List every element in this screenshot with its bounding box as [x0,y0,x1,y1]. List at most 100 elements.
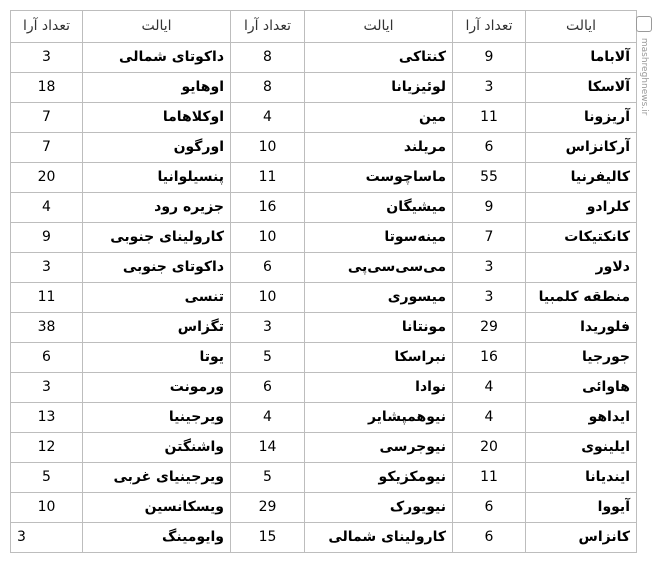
vote-count: 9 [452,42,526,73]
vote-count: 20 [10,162,83,193]
vote-count: 10 [230,222,305,253]
vote-count: 8 [230,42,305,73]
header-row: ایالت تعداد آرا ایالت تعداد آرا ایالت تع… [10,10,637,43]
state-name: کنتاکی [304,42,453,73]
state-name: یوتا [82,342,231,373]
vote-count: 6 [230,252,305,283]
vote-count: 7 [452,222,526,253]
state-name: ویرجینیای غربی [82,462,231,493]
vote-count: 3 [230,312,305,343]
state-name: جزیره رود [82,192,231,223]
state-name: تنسی [82,282,231,313]
table-row: هاوائی 4 نوادا 6 ورمونت 3 [10,372,637,403]
state-name: نبراسکا [304,342,453,373]
table-row: آریزونا 11 مین 4 اوکلاهاما 7 [10,102,637,133]
table-row: آلاباما 9 کنتاکی 8 داکوتای شمالی 3 [10,42,637,73]
vote-count: 13 [10,402,83,433]
state-name: اوهایو [82,72,231,103]
vote-count: 29 [230,492,305,523]
vote-count: 6 [230,372,305,403]
vote-count: 3 [10,42,83,73]
vote-count: 9 [452,192,526,223]
vote-count: 6 [10,342,83,373]
header-state-2: ایالت [304,10,453,43]
vote-count: 10 [230,282,305,313]
state-name: آلاباما [525,42,637,73]
state-name: نیویورک [304,492,453,523]
vote-count: 11 [230,162,305,193]
state-name: نیوجرسی [304,432,453,463]
state-name: کارولینای جنوبی [82,222,231,253]
table-row: کلرادو 9 میشیگان 16 جزیره رود 4 [10,192,637,223]
state-name: لوئیزیانا [304,72,453,103]
table-row: ایلینوی 20 نیوجرسی 14 واشنگتن 12 [10,432,637,463]
vote-count: 55 [452,162,526,193]
state-name: ماساچوست [304,162,453,193]
vote-count: 11 [452,102,526,133]
state-name: ایندیانا [525,462,637,493]
table-row: کانکتیکات 7 مینه‌سوتا 10 کارولینای جنوبی 9 [10,222,637,253]
vote-count: 4 [10,192,83,223]
state-name: میشیگان [304,192,453,223]
state-name: اوکلاهاما [82,102,231,133]
state-name: میسوری [304,282,453,313]
state-name: جورجیا [525,342,637,373]
state-name: ایلینوی [525,432,637,463]
vote-count: 11 [10,282,83,313]
state-name: تگزاس [82,312,231,343]
state-name: وایومینگ [82,522,231,553]
vote-count: 7 [10,132,83,163]
electoral-votes-table: ایالت تعداد آرا ایالت تعداد آرا ایالت تع… [10,10,637,553]
state-name: مونتانا [304,312,453,343]
watermark-text: mashreghnews.ir [639,38,649,116]
state-name: نیوهمپشایر [304,402,453,433]
table-row: کانزاس 6 کارولینای شمالی 15 وایومینگ 3 [10,522,637,553]
state-name: مریلند [304,132,453,163]
state-name: آیووا [525,492,637,523]
vote-count: 38 [10,312,83,343]
vote-count: 6 [452,132,526,163]
state-name: ویرجینیا [82,402,231,433]
state-name: نیومکزیکو [304,462,453,493]
table-row: ایندیانا 11 نیومکزیکو 5 ویرجینیای غربی 5 [10,462,637,493]
vote-count: 18 [10,72,83,103]
state-name: واشنگتن [82,432,231,463]
vote-count: 14 [230,432,305,463]
vote-count: 4 [452,372,526,403]
vote-count: 3 [10,252,83,283]
state-name: اورگون [82,132,231,163]
vote-count: 4 [452,402,526,433]
vote-count: 16 [452,342,526,373]
header-votes-2: تعداد آرا [230,10,305,43]
vote-count: 6 [452,522,526,553]
state-name: آلاسکا [525,72,637,103]
table-row: کالیفرنیا 55 ماساچوست 11 پنسیلوانیا 20 [10,162,637,193]
vote-count: 12 [10,432,83,463]
state-name: مین [304,102,453,133]
vote-count: 16 [230,192,305,223]
state-name: ایداهو [525,402,637,433]
state-name: ویسکانسین [82,492,231,523]
vote-count: 3 [452,282,526,313]
vote-count: 10 [230,132,305,163]
table-row: جورجیا 16 نبراسکا 5 یوتا 6 [10,342,637,373]
table-row: آلاسکا 3 لوئیزیانا 8 اوهایو 18 [10,72,637,103]
vote-count: 29 [452,312,526,343]
vote-count: 5 [230,462,305,493]
state-name: داکوتای شمالی [82,42,231,73]
header-votes-1: تعداد آرا [452,10,526,43]
state-name: ورمونت [82,372,231,403]
state-name: می‌سی‌سی‌پی [304,252,453,283]
state-name: دلاور [525,252,637,283]
state-name: آریزونا [525,102,637,133]
state-name: نوادا [304,372,453,403]
state-name: کارولینای شمالی [304,522,453,553]
table-row: آیووا 6 نیویورک 29 ویسکانسین 10 [10,492,637,523]
vote-count: 7 [10,102,83,133]
vote-count: 4 [230,102,305,133]
table-row: منطقه کلمبیا 3 میسوری 10 تنسی 11 [10,282,637,313]
vote-count: 15 [230,522,305,553]
vote-count: 6 [452,492,526,523]
state-name: منطقه کلمبیا [525,282,637,313]
site-logo-icon [636,16,652,33]
